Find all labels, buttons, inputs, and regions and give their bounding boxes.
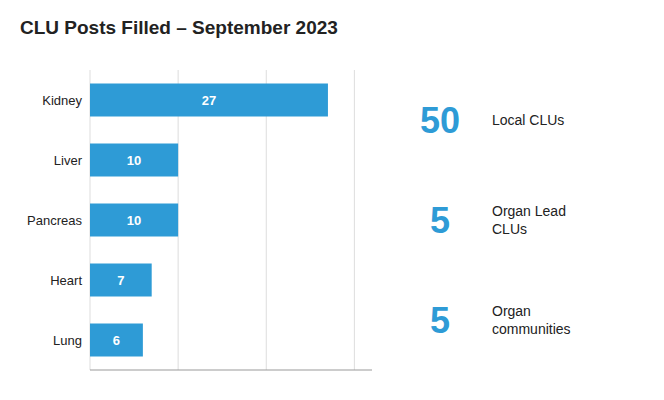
category-label: Heart — [50, 273, 82, 288]
sidebar: 50 Local CLUs 5 Organ Lead CLUs 5 Organ communi… — [420, 100, 571, 341]
sidebar-label: Organ Lead CLUs — [492, 203, 566, 237]
category-label: Kidney — [42, 93, 82, 108]
category-label: Pancreas — [27, 213, 82, 228]
data-labels: 27 10 10 7 6 — [113, 93, 216, 348]
bar — [90, 204, 178, 237]
sidebar-number: 5 — [430, 300, 450, 341]
bars — [90, 84, 328, 357]
data-label: 27 — [202, 93, 216, 108]
chart-svg: CLU Posts Filled – September 2023 27 10 10 7… — [0, 0, 664, 400]
bar — [90, 264, 152, 297]
category-label: Liver — [54, 153, 83, 168]
grid — [90, 70, 354, 370]
y-tick-labels: Kidney Liver Pancreas Heart Lung — [27, 93, 83, 348]
sidebar-label: Organ communities — [492, 303, 571, 337]
data-label: 7 — [117, 273, 124, 288]
grid-line — [354, 70, 355, 370]
sidebar-label-line: CLUs — [492, 221, 527, 237]
sidebar-label-line: communities — [492, 321, 571, 337]
x-axis-line — [90, 370, 372, 371]
data-label: 6 — [113, 333, 120, 348]
page: {"chart_data": {"type": "bar", "title": … — [0, 0, 664, 400]
title: CLU Posts Filled – September 2023 — [20, 17, 338, 38]
sidebar-number: 5 — [430, 200, 450, 241]
bar — [90, 324, 143, 357]
data-label: 10 — [127, 153, 141, 168]
chart-container: CLU Posts Filled – September 2023 27 10 10 7… — [0, 0, 664, 400]
sidebar-number: 50 — [420, 100, 460, 141]
sidebar-label: Local CLUs — [492, 112, 564, 128]
data-label: 10 — [127, 213, 141, 228]
sidebar-label-line: Organ — [492, 303, 531, 319]
sidebar-label-line: Organ Lead — [492, 203, 566, 219]
category-label: Lung — [53, 333, 82, 348]
sidebar-label-line: Local CLUs — [492, 112, 564, 128]
bar — [90, 84, 328, 117]
bar — [90, 144, 178, 177]
